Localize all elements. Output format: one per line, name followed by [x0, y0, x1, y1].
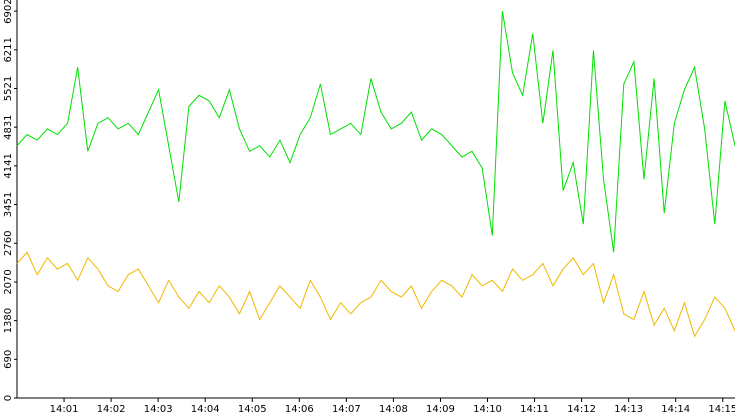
x-tick-label: 14:09 — [426, 404, 455, 415]
x-tick-label: 14:13 — [614, 404, 643, 415]
x-tick-label: 14:01 — [50, 404, 79, 415]
y-tick-label: 6211 — [3, 37, 14, 62]
x-tick-label: 14:08 — [379, 404, 408, 415]
x-tick-label: 14:07 — [332, 404, 361, 415]
line-series — [16, 251, 735, 338]
x-tick-label: 14:04 — [191, 404, 220, 415]
y-tick-label: 4141 — [3, 153, 14, 178]
x-tick-label: 14:03 — [144, 404, 173, 415]
x-tick-label: 14:14 — [661, 404, 690, 415]
y-tick-label: 690 — [3, 350, 14, 369]
x-tick-label: 14:15 — [708, 404, 735, 415]
x-tick-label: 14:05 — [238, 404, 267, 415]
y-tick-label: 3451 — [3, 192, 14, 217]
y-tick-label: 1380 — [3, 308, 14, 333]
y-tick-label: 0 — [3, 395, 14, 401]
y-tick-label: 4831 — [3, 114, 14, 139]
y-tick-label: 5521 — [3, 76, 14, 101]
x-tick-label: 14:12 — [567, 404, 596, 415]
x-tick-label: 14:06 — [285, 404, 314, 415]
x-tick-label: 14:02 — [97, 404, 126, 415]
y-tick-label: 2760 — [3, 231, 14, 256]
y-tick-label: 6902 — [3, 0, 14, 24]
y-tick-label: 2070 — [3, 269, 14, 294]
line-series — [16, 11, 735, 253]
x-tick-label: 14:10 — [473, 404, 502, 415]
x-tick-label: 14:11 — [520, 404, 549, 415]
